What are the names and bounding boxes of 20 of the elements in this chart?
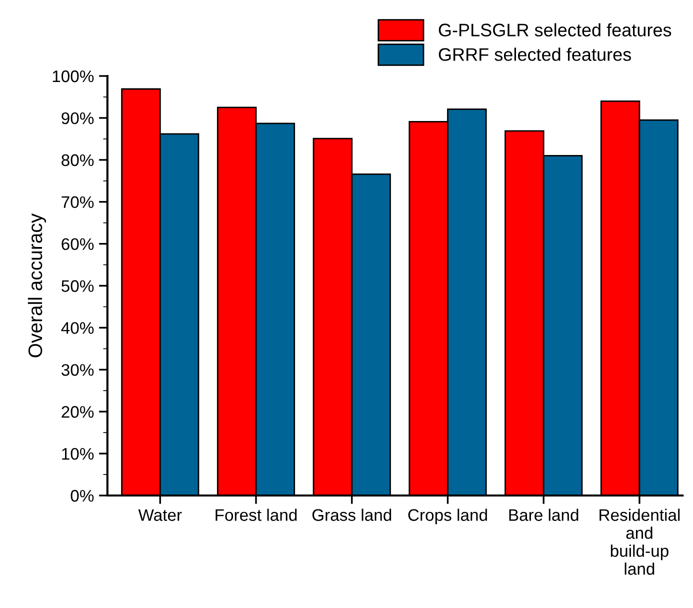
x-tick-label: Water	[138, 509, 182, 521]
y-tick-label: 10%	[62, 448, 94, 460]
x-tick-label: Grass land	[312, 508, 392, 521]
y-tick-label: 90%	[62, 112, 94, 124]
y-tick-label: 70%	[62, 196, 94, 208]
y-tick-label: 0%	[70, 490, 94, 502]
y-tick-label: 20%	[62, 406, 94, 418]
y-axis-title: Overall accuracy	[28, 213, 46, 358]
x-tick-label: Crops land	[408, 508, 487, 524]
legend-label: GRRF selected features	[438, 48, 631, 61]
x-tick-label: Bare land	[509, 508, 578, 521]
legend-label: G-PLSGLR selected features	[438, 23, 672, 36]
y-tick-label: 60%	[62, 238, 94, 250]
x-tick-label: Residential and build-up land	[600, 508, 680, 575]
y-tick-label: 80%	[62, 154, 94, 166]
x-tick-label: Forest land	[216, 508, 297, 521]
y-tick-label: 30%	[62, 364, 94, 376]
y-tick-label: 40%	[61, 322, 94, 334]
y-tick-label: 50%	[62, 280, 94, 292]
y-tick-label: 100%	[52, 70, 94, 82]
